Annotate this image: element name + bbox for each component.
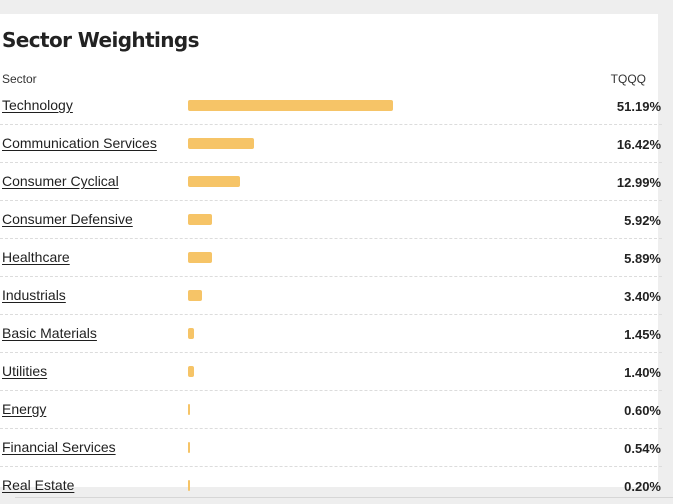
weight-bar bbox=[188, 138, 254, 149]
sector-row: Industrials 3.40% bbox=[0, 277, 662, 315]
sector-link[interactable]: Utilities bbox=[2, 363, 48, 379]
sector-link[interactable]: Real Estate bbox=[2, 477, 75, 493]
weight-bar-track bbox=[188, 252, 588, 263]
weight-bar-track bbox=[188, 214, 588, 225]
weight-value: 5.92% bbox=[624, 213, 661, 228]
weight-bar-track bbox=[188, 442, 588, 453]
sector-row: Energy 0.60% bbox=[0, 391, 662, 429]
sector-link[interactable]: Financial Services bbox=[2, 439, 116, 455]
weight-bar-track bbox=[188, 480, 588, 491]
sector-link[interactable]: Consumer Defensive bbox=[2, 211, 133, 227]
sector-row: Consumer Cyclical 12.99% bbox=[0, 163, 662, 201]
weight-value: 0.20% bbox=[624, 479, 661, 494]
section-title: Sector Weightings bbox=[2, 28, 200, 52]
sector-row: Real Estate 0.20% bbox=[0, 467, 662, 504]
weight-bar bbox=[188, 442, 191, 453]
weight-value: 1.45% bbox=[624, 327, 661, 342]
sector-link[interactable]: Industrials bbox=[2, 287, 66, 303]
sector-link[interactable]: Consumer Cyclical bbox=[2, 173, 119, 189]
sector-weightings-card: Sector Weightings Sector TQQQ Technology… bbox=[0, 14, 662, 494]
sector-row: Technology 51.19% bbox=[0, 87, 662, 125]
sector-link[interactable]: Healthcare bbox=[2, 249, 70, 265]
weight-value: 51.19% bbox=[616, 99, 661, 114]
weight-value: 0.60% bbox=[624, 403, 661, 418]
sector-row: Healthcare 5.89% bbox=[0, 239, 662, 277]
weight-value: 5.89% bbox=[624, 251, 661, 266]
weight-value: 0.54% bbox=[624, 441, 661, 456]
sector-column-header: Sector bbox=[2, 72, 37, 86]
weight-bar bbox=[188, 252, 212, 263]
weight-bar-track bbox=[188, 404, 588, 415]
weight-bar bbox=[188, 480, 190, 491]
weight-bar-track bbox=[188, 100, 588, 111]
weight-bar-track bbox=[188, 290, 588, 301]
sector-row: Financial Services 0.54% bbox=[0, 429, 662, 467]
weight-value: 16.42% bbox=[616, 137, 661, 152]
sector-link[interactable]: Energy bbox=[2, 401, 47, 417]
weight-bar bbox=[188, 366, 194, 377]
fund-column-header: TQQQ bbox=[610, 72, 646, 86]
sector-row: Utilities 1.40% bbox=[0, 353, 662, 391]
weight-bar-track bbox=[188, 366, 588, 377]
sector-link[interactable]: Communication Services bbox=[2, 135, 157, 151]
weight-value: 3.40% bbox=[624, 289, 661, 304]
sector-row: Communication Services 16.42% bbox=[0, 125, 662, 163]
section-divider bbox=[15, 497, 673, 498]
sector-row: Basic Materials 1.45% bbox=[0, 315, 662, 353]
weight-value: 12.99% bbox=[616, 175, 661, 190]
sector-row: Consumer Defensive 5.92% bbox=[0, 201, 662, 239]
weight-bar bbox=[188, 404, 191, 415]
weight-bar-track bbox=[188, 176, 588, 187]
weight-value: 1.40% bbox=[624, 365, 661, 380]
weight-bar bbox=[188, 214, 212, 225]
weight-bar bbox=[188, 100, 393, 111]
weight-bar bbox=[188, 328, 194, 339]
weight-bar-track bbox=[188, 138, 588, 149]
weight-bar bbox=[188, 176, 240, 187]
weight-bar bbox=[188, 290, 202, 301]
sector-link[interactable]: Technology bbox=[2, 97, 73, 113]
weight-bar-track bbox=[188, 328, 588, 339]
sector-list: Technology 51.19% Communication Services… bbox=[0, 87, 662, 504]
sector-link[interactable]: Basic Materials bbox=[2, 325, 97, 341]
